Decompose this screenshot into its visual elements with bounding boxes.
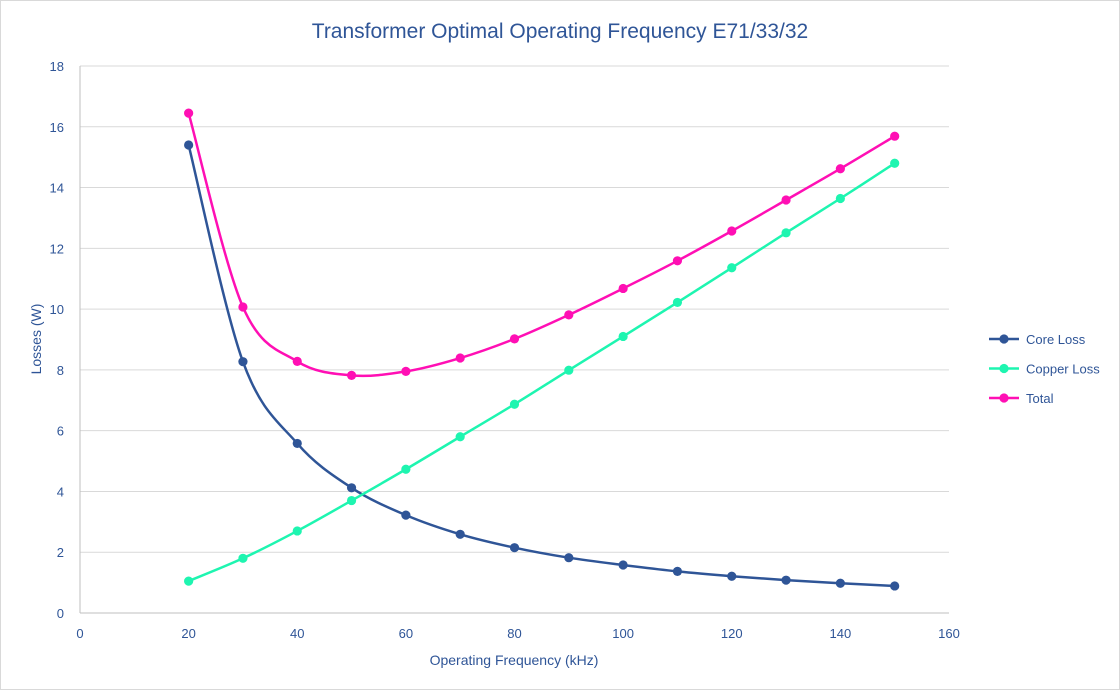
data-point-copper-loss	[890, 158, 900, 168]
data-point-total	[672, 256, 683, 266]
data-point-total	[346, 370, 357, 380]
y-tick-label: 8	[57, 363, 64, 378]
y-axis-label: Losses (W)	[28, 304, 44, 375]
data-point-core-loss	[346, 483, 357, 493]
data-point-copper-loss	[672, 297, 683, 308]
data-point-copper-loss	[238, 553, 248, 563]
data-point-core-loss	[835, 578, 845, 588]
data-point-total	[292, 356, 302, 366]
series-line-total	[187, 112, 896, 378]
data-point-core-loss	[672, 566, 683, 576]
y-tick-label: 2	[57, 545, 64, 560]
y-axis-ticks: 0 2 4 6 8 10 12 14 16 18	[50, 59, 64, 621]
data-point-total	[727, 226, 737, 236]
y-tick-label: 12	[50, 241, 64, 256]
series-total	[184, 108, 900, 380]
y-tick-label: 6	[57, 424, 64, 439]
data-point-total	[564, 310, 574, 320]
data-point-copper-loss	[727, 263, 737, 273]
y-tick-label: 10	[50, 302, 64, 317]
data-point-copper-loss	[401, 464, 411, 474]
data-point-core-loss	[455, 529, 465, 539]
gridlines	[80, 65, 949, 553]
data-point-core-loss	[781, 575, 791, 585]
data-point-core-loss	[509, 543, 520, 553]
legend-item-core-loss: Core Loss	[989, 332, 1086, 347]
x-tick-label: 60	[399, 626, 413, 641]
data-point-copper-loss	[346, 495, 357, 506]
data-point-copper-loss	[455, 432, 465, 442]
data-point-core-loss	[292, 438, 302, 449]
data-point-total	[401, 366, 411, 377]
legend-label: Core Loss	[1026, 332, 1086, 347]
axes	[79, 66, 949, 614]
x-axis-label: Operating Frequency (kHz)	[430, 652, 599, 668]
data-point-total	[835, 164, 845, 174]
y-tick-label: 4	[57, 484, 64, 499]
y-tick-label: 16	[50, 120, 64, 135]
series-line-copper-loss	[188, 162, 896, 583]
x-tick-label: 160	[938, 626, 960, 641]
legend-label: Total	[1026, 391, 1054, 406]
data-point-total	[509, 334, 520, 344]
data-point-copper-loss	[835, 193, 845, 204]
data-point-core-loss	[184, 140, 194, 150]
series-core-loss	[184, 140, 900, 591]
data-point-total	[890, 131, 900, 141]
data-point-total	[781, 195, 791, 205]
y-tick-label: 18	[50, 59, 64, 74]
data-point-copper-loss	[509, 399, 520, 409]
x-tick-label: 20	[181, 626, 195, 641]
x-tick-label: 100	[612, 626, 634, 641]
series-copper-loss	[184, 158, 900, 586]
x-axis-ticks: 0 20 40 60 80 100 120 140 160	[76, 626, 959, 641]
data-point-core-loss	[401, 510, 411, 520]
legend-item-copper-loss: Copper Loss	[989, 362, 1100, 377]
x-tick-label: 120	[721, 626, 743, 641]
legend: Core Loss Copper Loss Total	[989, 332, 1100, 406]
x-tick-label: 80	[507, 626, 521, 641]
data-point-core-loss	[890, 581, 900, 591]
x-tick-label: 0	[76, 626, 83, 641]
chart-title: Transformer Optimal Operating Frequency …	[312, 20, 808, 43]
data-point-total	[184, 108, 194, 118]
legend-swatch-marker	[999, 393, 1009, 403]
data-point-copper-loss	[564, 365, 574, 375]
series-line-core-loss	[187, 144, 895, 588]
legend-swatch-marker	[999, 334, 1009, 344]
data-point-copper-loss	[184, 576, 194, 586]
data-point-total	[455, 353, 465, 363]
data-point-copper-loss	[618, 331, 628, 342]
legend-label: Copper Loss	[1026, 362, 1100, 377]
data-point-total	[238, 302, 248, 312]
data-point-core-loss	[727, 571, 737, 581]
data-point-core-loss	[618, 560, 628, 570]
data-point-core-loss	[564, 553, 574, 563]
y-tick-label: 14	[50, 181, 64, 196]
legend-item-total: Total	[989, 391, 1054, 406]
data-point-total	[618, 283, 628, 294]
data-point-core-loss	[238, 357, 248, 367]
data-point-copper-loss	[781, 228, 791, 238]
x-tick-label: 140	[830, 626, 852, 641]
series-lines	[184, 108, 900, 591]
y-tick-label: 0	[57, 606, 64, 621]
x-tick-label: 40	[290, 626, 304, 641]
legend-swatch-marker	[999, 363, 1009, 374]
data-point-copper-loss	[292, 526, 302, 536]
